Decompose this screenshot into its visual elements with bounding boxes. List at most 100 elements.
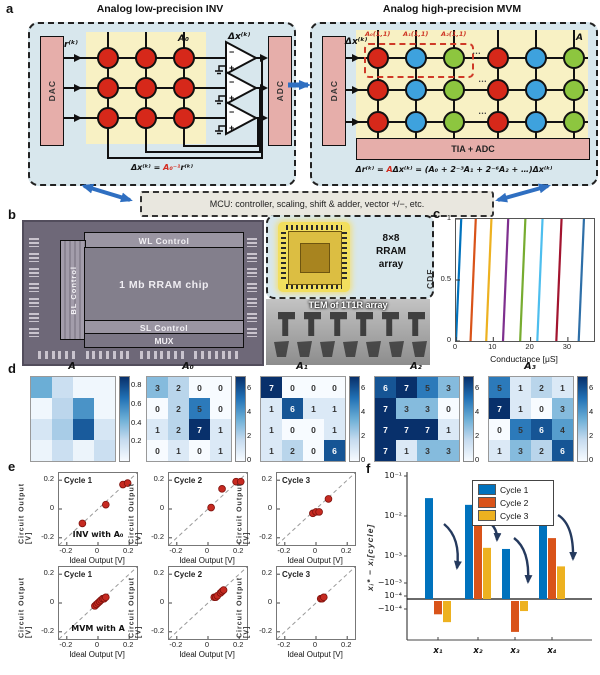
chip-pad [29,253,39,262]
tem-structure [297,341,312,357]
chip-pad [160,351,164,359]
chip-pad [146,351,150,359]
heatmap-cell: 0 [303,419,324,440]
panel-c-label: c [433,206,441,221]
colorbar-tick: 0.2 [131,436,142,446]
heatmap-cell: 1 [168,440,189,461]
heatmap-cell: 4 [552,419,573,440]
chip-pad [65,351,69,359]
heatmap-cell: 3 [396,398,417,419]
e-x-tick: 0 [204,546,210,555]
adc-bar: ADC [268,36,292,146]
trend-arrow [557,513,578,561]
heatmap-cell [94,440,115,461]
data-point [101,593,110,602]
scatter-plot: Cycle 1 INV with A₀ [58,472,138,546]
chip-pad [174,351,177,359]
f-x-category: x₁ [433,646,443,656]
heatmap-cell: 0 [282,377,303,398]
heatmap-cell: 1 [396,440,417,461]
scatter-canvas [276,472,356,546]
input-vector-label: r⁽ᵏ⁾ [64,40,79,50]
heatmap-title: A₀ [182,361,194,372]
heatmap-cell: 0 [189,377,210,398]
scatter-plot: Cycle 1 MVM with A [58,566,138,640]
colorbar [119,376,130,462]
colorbar-tick: 0 [475,455,480,464]
bar [483,547,491,599]
cdf-curves [454,218,586,342]
identity-line [276,472,356,546]
cdf-curve [555,218,563,342]
panel-f-label: f [366,461,371,476]
chip-pad [112,351,116,359]
inv-formula: Δx⁽ᵏ⁾ = A₀⁻¹r⁽ᵏ⁾ [30,163,294,172]
legend-label: Cycle 1 [500,484,529,495]
rram-cell [563,47,585,69]
legend-label: Cycle 3 [500,510,529,521]
colorbar-tick: 6 [361,383,366,392]
e-y-tick: 0.2 [43,474,54,484]
rram-cell [525,79,547,101]
heatmap-cell: 6 [375,377,396,398]
heatmap-cell: 3 [147,377,168,398]
chip-pad [235,351,239,359]
bar [539,498,547,599]
heatmap-cell: 0 [147,440,168,461]
legend-label: Cycle 2 [500,497,529,508]
bar [557,566,565,599]
opamp-plus: + [229,93,234,103]
legend-swatch [478,484,496,495]
rram-cell [405,47,427,69]
e-y-tick: -0.2 [41,625,54,635]
inv-crossbar-graphic: − + − + − + [62,32,268,159]
cdf-curve [501,218,510,342]
colorbar-tick: 4 [361,407,366,416]
scatter-plot: Cycle 3 [276,566,356,640]
identity-line [168,472,248,546]
data-point [218,485,226,493]
input-arrow [74,84,82,92]
trend-arrow [513,537,533,584]
output-vector-label: Δx⁽ᵏ⁾ [228,32,251,42]
f-y-tick: 10⁻² [384,511,402,520]
heatmap-cell: 1 [303,398,324,419]
heatmap-cell: 3 [438,377,459,398]
c-x-tick-label: 0 [452,342,458,351]
trend-arrow [443,523,462,570]
panel-e-label: e [8,459,16,474]
inv-circuit-box: − + − + − + DAC ADC r⁽ᵏ⁾ A₀ Δx⁽ᵏ⁾ Δx⁽ᵏ⁾ = A₀⁻… [28,22,296,186]
opamp-minus: − [229,47,234,57]
chip-pad [119,351,123,359]
bar-chart-canvas [404,472,592,641]
colorbar-tick: 4 [247,407,252,416]
heatmap-cell: 0 [147,398,168,419]
e-y-tick: 0 [159,597,164,606]
scatter-plot: Cycle 2 [168,566,248,640]
colorbar-tick: 0.4 [131,417,142,427]
heatmap-cell [31,419,52,440]
e-y-tick: 0.2 [153,474,164,484]
cycle-label: Cycle 3 [282,570,311,579]
scatter-plot: Cycle 3 [276,472,356,546]
mvm-formula-rhs: Δx⁽ᵏ⁾ = (A₀ + 2⁻³A₁ + 2⁻⁶A₂ + …)Δx⁽ᵏ⁾ [392,165,553,174]
blue-arrow [495,183,551,203]
mvm-circuit-box: DAC TIA + ADC Δx⁽ᵏ⁾ A₀(1,1) A₁(1,1) A₂(1… [310,22,598,186]
heatmap-cell: 3 [417,440,438,461]
e-y-axis-label: Circuit Output [V] [18,576,33,638]
ellipsis: … [478,106,487,116]
chip-pad [44,351,48,359]
data-point [101,500,110,509]
heatmap-cell [94,419,115,440]
colorbar-tick: 0 [247,455,252,464]
heatmap-cell: 7 [375,440,396,461]
cdf-plot [454,218,595,342]
array-caption-3: array [378,259,404,270]
e-x-axis-label: Ideal Output [V] [179,650,235,659]
rram-cell [367,79,389,101]
chip-pad [29,268,39,277]
pin-col-right [342,232,347,282]
rram-cell [443,79,465,101]
